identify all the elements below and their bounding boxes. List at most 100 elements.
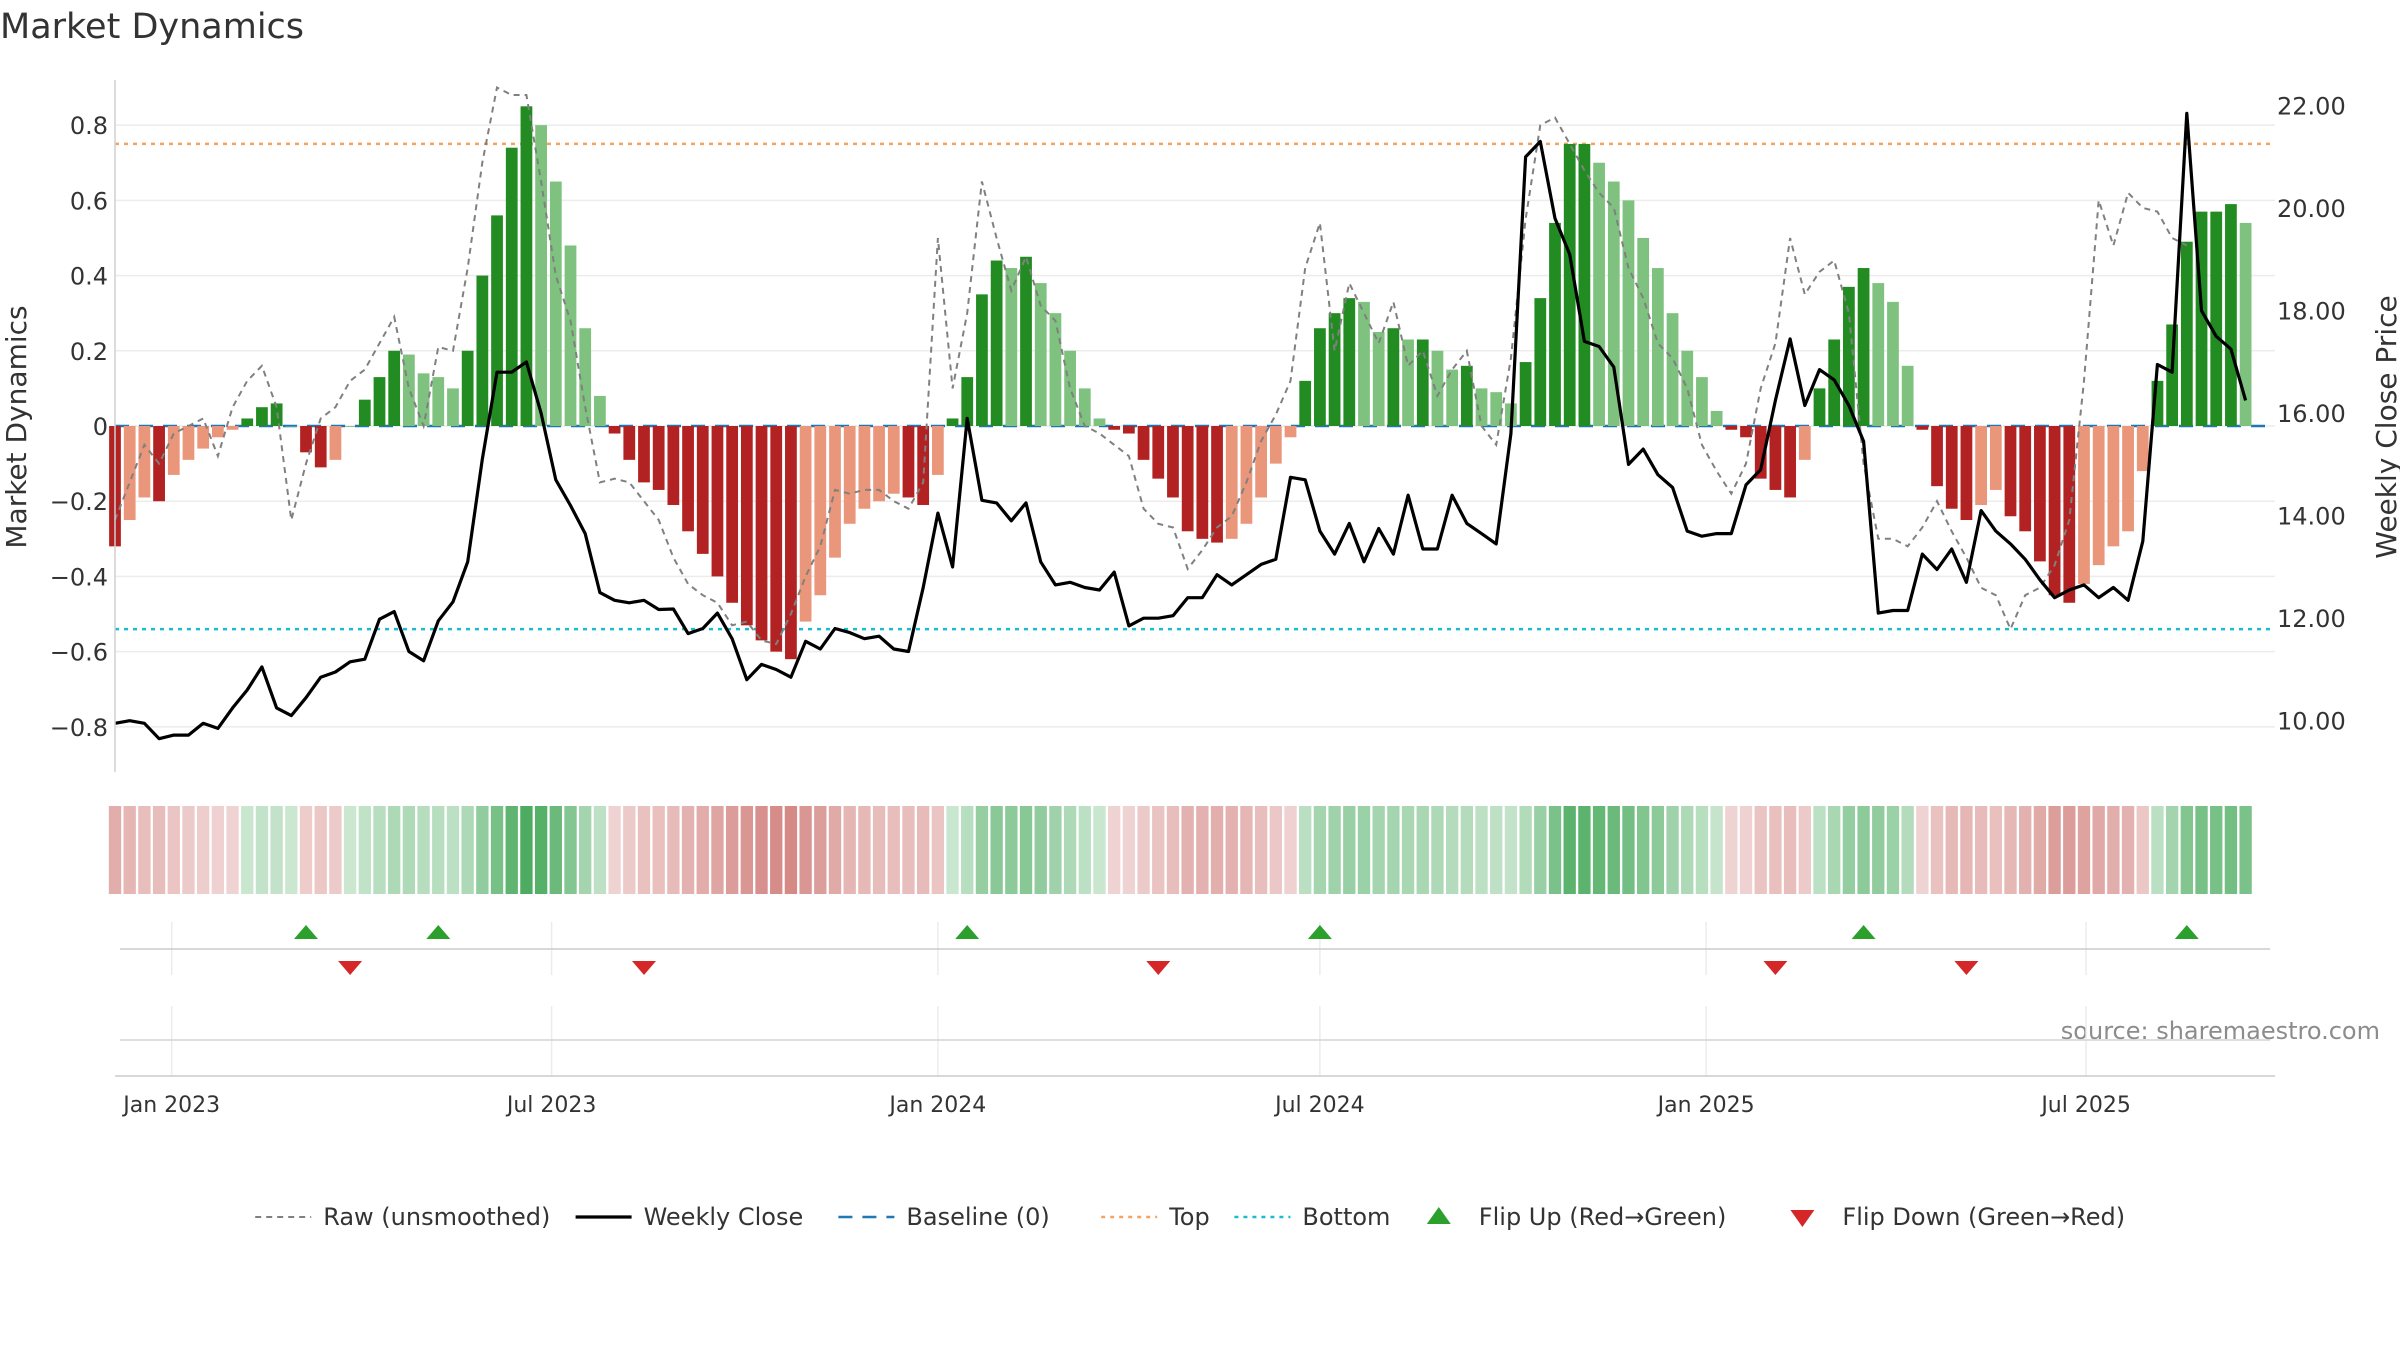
- dynamics-bar: [1431, 350, 1444, 426]
- heat-cell: [667, 806, 680, 894]
- x-tick-label: Jul 2023: [505, 1093, 597, 1118]
- heat-cell: [1093, 806, 1106, 894]
- dynamics-bar: [946, 418, 959, 426]
- heat-cell: [1269, 806, 1282, 894]
- dynamics-bar: [1269, 426, 1282, 464]
- left-y-tick-label: 0.2: [70, 338, 108, 366]
- dynamics-bar: [696, 426, 709, 554]
- dynamics-bar: [300, 426, 312, 453]
- dynamics-bar: [432, 377, 445, 426]
- dynamics-bar: [256, 407, 268, 426]
- dynamics-bar: [1725, 426, 1738, 430]
- heat-cell: [241, 806, 254, 894]
- heat-cell: [1578, 806, 1591, 894]
- raw-series: [114, 86, 2188, 646]
- heat-cell: [2077, 806, 2091, 894]
- dynamics-bar: [990, 260, 1003, 426]
- heat-cell: [608, 806, 621, 894]
- dynamics-bar: [2136, 426, 2149, 472]
- legend-item: Bottom: [1234, 1203, 1390, 1231]
- dynamics-bar: [1240, 426, 1253, 524]
- heat-cell: [1548, 806, 1562, 894]
- heat-cell: [755, 806, 768, 894]
- heat-cell: [814, 806, 827, 894]
- dynamics-bar: [1916, 426, 1929, 430]
- dynamics-bar: [1123, 426, 1135, 434]
- dynamics-bar: [1519, 362, 1532, 426]
- legend-item: Raw (unsmoothed): [255, 1203, 550, 1231]
- heat-cell: [740, 806, 754, 894]
- heat-cell: [2048, 806, 2061, 894]
- dynamics-bar: [2092, 426, 2105, 566]
- dynamics-bar: [1843, 286, 1855, 426]
- dynamics-bar: [1593, 162, 1605, 427]
- dynamics-bar: [770, 426, 783, 652]
- dynamics-bar: [1255, 426, 1267, 498]
- legend-label: Weekly Close: [644, 1203, 804, 1231]
- dynamics-bar: [1343, 298, 1356, 426]
- heat-cell: [1916, 806, 1929, 894]
- heat-cell: [2136, 806, 2149, 894]
- heat-cell: [1240, 806, 1253, 894]
- dynamics-bar: [902, 426, 915, 498]
- dynamics-bar: [329, 426, 342, 460]
- heat-cell: [1857, 806, 1870, 894]
- heat-cell: [1137, 806, 1150, 894]
- heat-cell: [961, 806, 974, 894]
- heat-cell: [2239, 806, 2252, 894]
- flip-down-marker: [1763, 961, 1788, 975]
- heat-cell: [975, 806, 989, 894]
- heat-cell: [579, 806, 592, 894]
- heat-cell: [1431, 806, 1444, 894]
- heat-cell: [872, 806, 886, 894]
- dynamics-bar: [417, 373, 430, 426]
- heat-cell: [1372, 806, 1385, 894]
- heat-cell: [1078, 806, 1091, 894]
- heat-cell: [2121, 806, 2135, 894]
- dynamics-bar: [1622, 200, 1635, 426]
- dynamics-bar: [976, 294, 988, 426]
- heat-cell: [417, 806, 430, 894]
- heat-cell: [2107, 806, 2120, 894]
- dynamics-bar: [873, 426, 885, 502]
- heat-cell: [1974, 806, 1988, 894]
- heat-cell: [299, 806, 313, 894]
- right-y-tick-label: 18.00: [2277, 298, 2346, 326]
- empty-bottom-panel: [115, 1006, 2275, 1077]
- dynamics-bar: [505, 147, 518, 426]
- x-tick-label: Jul 2024: [1273, 1093, 1365, 1118]
- dynamics-bar: [358, 399, 371, 426]
- heat-cell: [1122, 806, 1136, 894]
- flip-down-marker: [1954, 961, 1979, 975]
- heat-cell: [1563, 806, 1576, 894]
- dynamics-bar: [1358, 301, 1370, 426]
- dynamics-bar: [403, 354, 415, 426]
- dynamics-bar: [461, 350, 474, 426]
- dynamics-bar: [1093, 418, 1106, 426]
- heat-cell: [1460, 806, 1474, 894]
- dynamics-bar: [1784, 426, 1796, 498]
- dynamics-bar: [2225, 204, 2237, 426]
- source-credit: source: sharemaestro.com: [2061, 1017, 2380, 1045]
- heat-cell: [2210, 806, 2223, 894]
- regime-heat-strip: [108, 806, 2252, 894]
- dynamics-bar: [226, 426, 239, 430]
- dynamics-bar: [1931, 426, 1943, 487]
- heat-cell: [2180, 806, 2194, 894]
- dynamics-bar: [667, 426, 680, 505]
- heat-cell: [1049, 806, 1062, 894]
- flip-down-marker: [1146, 961, 1171, 975]
- heat-cell: [196, 806, 210, 894]
- heat-cell: [1739, 806, 1753, 894]
- dynamics-bar: [755, 426, 768, 641]
- raw-line: [114, 86, 2188, 646]
- dynamics-bar: [1475, 388, 1488, 426]
- dynamics-bar: [1049, 313, 1062, 426]
- heat-cell: [2224, 806, 2238, 894]
- dynamics-bar: [123, 426, 136, 521]
- dynamics-bar: [1696, 377, 1708, 426]
- dynamics-bar: [1710, 410, 1723, 426]
- dynamics-bar: [1666, 313, 1679, 426]
- right-y-tick-label: 14.00: [2277, 503, 2346, 531]
- heat-cell: [1813, 806, 1826, 894]
